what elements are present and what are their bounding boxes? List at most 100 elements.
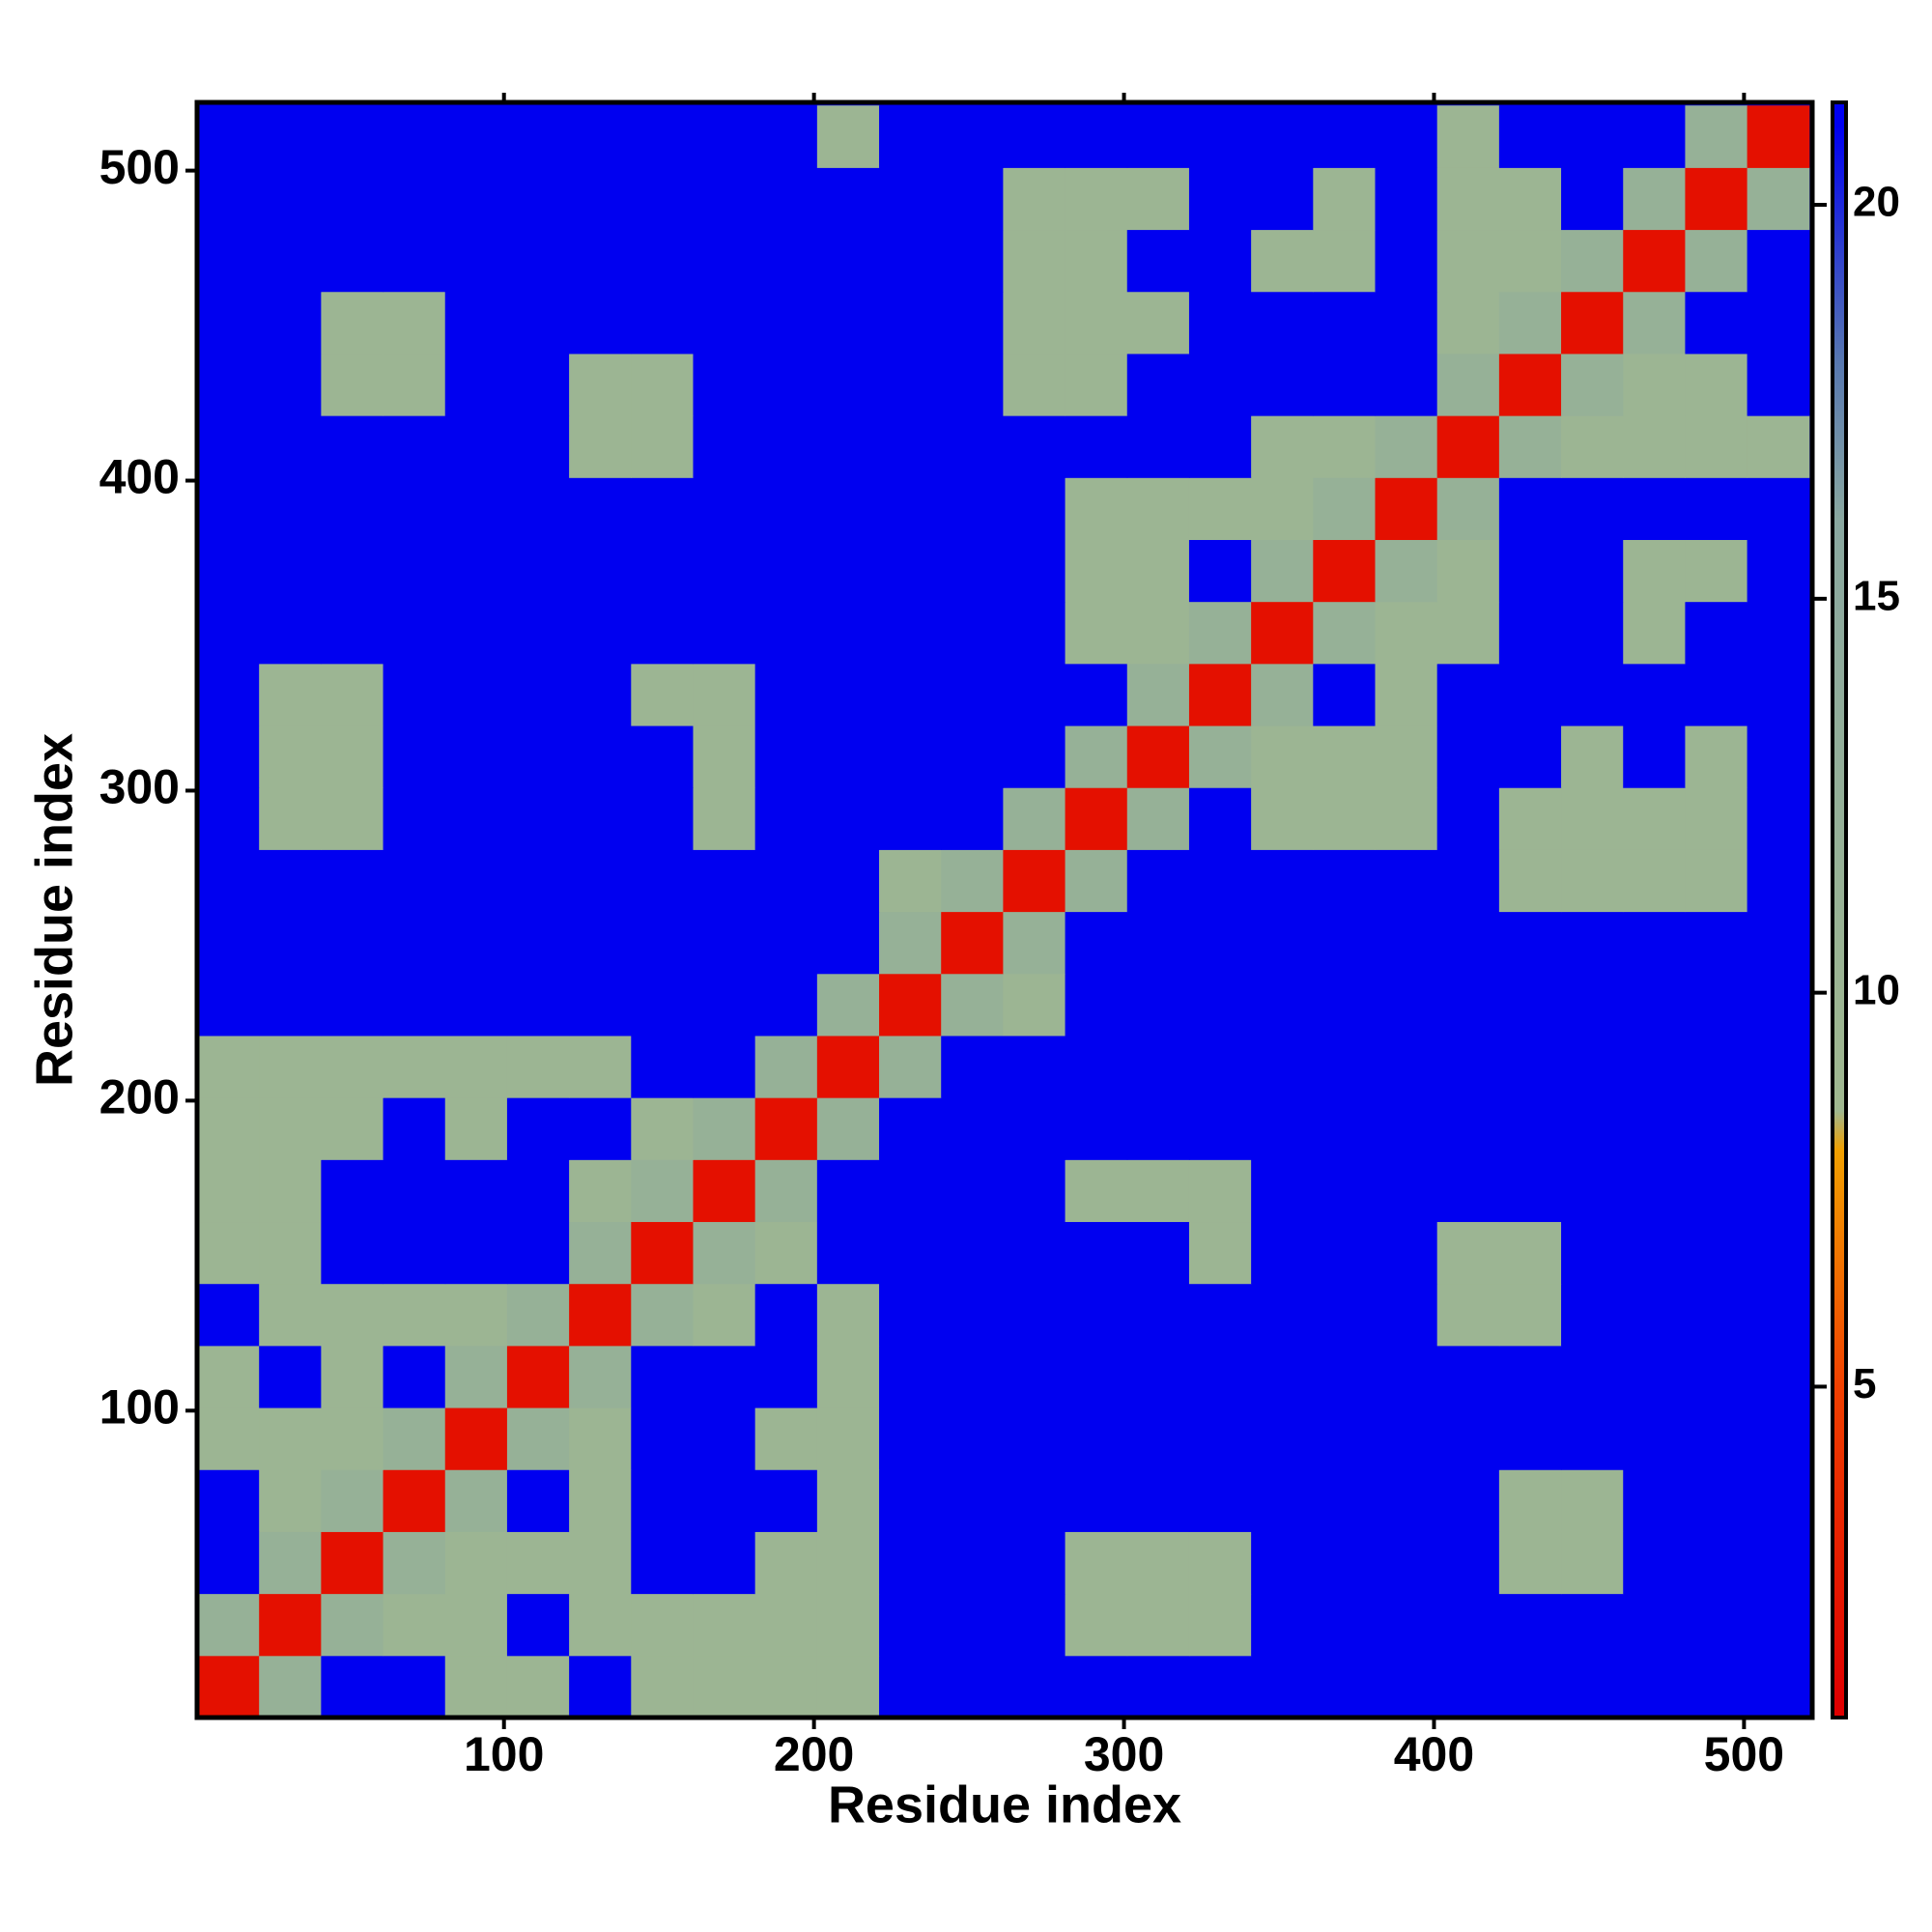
heatmap-cell: [693, 291, 756, 355]
heatmap-cell: [1126, 1345, 1190, 1408]
heatmap-cell: [754, 229, 818, 293]
heatmap-cell: [1498, 849, 1562, 913]
heatmap-cell: [1003, 663, 1066, 726]
heatmap-cell: [631, 973, 694, 1037]
heatmap-cell: [383, 1097, 446, 1160]
heatmap-cell: [1003, 1469, 1066, 1532]
heatmap-cell: [1126, 787, 1190, 850]
heatmap-cell: [1188, 601, 1252, 665]
heatmap-cell: [506, 415, 570, 478]
heatmap-cell: [1188, 1655, 1252, 1719]
heatmap-cell: [1375, 1097, 1438, 1160]
heatmap-cell: [1251, 911, 1314, 975]
heatmap-cell: [444, 1283, 508, 1347]
heatmap-cell: [1436, 849, 1500, 913]
heatmap-cell: [321, 1531, 384, 1595]
heatmap-cell: [444, 1593, 508, 1657]
heatmap-cell: [1685, 1655, 1748, 1719]
heatmap-cell: [754, 911, 818, 975]
heatmap-cell: [754, 1407, 818, 1470]
heatmap-cell: [816, 973, 880, 1037]
heatmap-cell: [816, 167, 880, 231]
heatmap-cell: [1126, 1221, 1190, 1285]
heatmap-cell: [879, 229, 942, 293]
heatmap-cell: [259, 167, 322, 231]
heatmap-cell: [197, 1159, 260, 1223]
heatmap-cell: [754, 1469, 818, 1532]
heatmap-cell: [1561, 849, 1624, 913]
heatmap-cell: [1375, 1035, 1438, 1098]
heatmap-cell: [259, 663, 322, 726]
heatmap-cell: [1561, 291, 1624, 355]
heatmap-cell: [1313, 477, 1377, 540]
heatmap-cell: [754, 663, 818, 726]
heatmap-cell: [569, 105, 632, 168]
heatmap-cell: [506, 911, 570, 975]
heatmap-cell: [1003, 1221, 1066, 1285]
heatmap-cell: [879, 291, 942, 355]
heatmap-cell: [1498, 1345, 1562, 1408]
heatmap-cell: [1498, 353, 1562, 416]
heatmap-cell: [444, 1345, 508, 1408]
heatmap-cell: [1003, 1159, 1066, 1223]
heatmap-cell: [816, 415, 880, 478]
heatmap-cell: [816, 1469, 880, 1532]
heatmap-cell: [754, 1283, 818, 1347]
heatmap-cell: [816, 1283, 880, 1347]
heatmap-cell: [383, 105, 446, 168]
heatmap-cell: [1436, 105, 1500, 168]
heatmap-cell: [1747, 849, 1810, 913]
heatmap-cell: [1126, 601, 1190, 665]
heatmap-cell: [754, 477, 818, 540]
heatmap-cell: [693, 539, 756, 603]
heatmap-cell: [1498, 415, 1562, 478]
heatmap-cell: [1375, 973, 1438, 1037]
heatmap-cell: [1065, 787, 1128, 850]
heatmap-cell: [1561, 601, 1624, 665]
heatmap-cell: [1747, 1531, 1810, 1595]
heatmap-cell: [1003, 1531, 1066, 1595]
heatmap-cell: [941, 1035, 1004, 1098]
heatmap-cell: [1623, 1283, 1686, 1347]
colorbar-tick-label: 5: [1853, 1360, 1876, 1407]
heatmap-cell: [816, 291, 880, 355]
y-tick-label: 400: [99, 450, 180, 504]
heatmap-cell: [816, 787, 880, 850]
heatmap-cell: [444, 973, 508, 1037]
heatmap-cell: [941, 973, 1004, 1037]
heatmap-cell: [1375, 1407, 1438, 1470]
heatmap-cell: [259, 1469, 322, 1532]
heatmap-cell: [1126, 1469, 1190, 1532]
x-tick-label: 200: [774, 1727, 854, 1781]
heatmap-cell: [1065, 1221, 1128, 1285]
heatmap-cell: [197, 849, 260, 913]
heatmap-cell: [1623, 105, 1686, 168]
heatmap-cell: [506, 973, 570, 1037]
heatmap-cell: [1126, 1593, 1190, 1657]
heatmap-cell: [1375, 1593, 1438, 1657]
heatmap-cell: [444, 1097, 508, 1160]
heatmap-cell: [1375, 353, 1438, 416]
heatmap-cell: [1313, 353, 1377, 416]
heatmap-cell: [1065, 1469, 1128, 1532]
heatmap-cell: [506, 1221, 570, 1285]
heatmap-cell: [1747, 1159, 1810, 1223]
heatmap-cell: [1685, 167, 1748, 231]
heatmap-cell: [879, 725, 942, 788]
heatmap-cell: [1436, 725, 1500, 788]
heatmap-cell: [754, 1593, 818, 1657]
heatmap-cell: [1561, 167, 1624, 231]
heatmap-cell: [1313, 1097, 1377, 1160]
heatmap-cell: [879, 415, 942, 478]
heatmap-cell: [1685, 477, 1748, 540]
heatmap-cell: [569, 601, 632, 665]
heatmap-cell: [506, 1035, 570, 1098]
heatmap-cell: [631, 1593, 694, 1657]
heatmap-cell: [1065, 477, 1128, 540]
heatmap-cell: [506, 291, 570, 355]
heatmap-cell: [506, 725, 570, 788]
heatmap-cell: [1251, 849, 1314, 913]
heatmap-cell: [1436, 973, 1500, 1037]
colorbar-tick-label: 20: [1853, 179, 1900, 226]
heatmap-cell: [259, 1283, 322, 1347]
